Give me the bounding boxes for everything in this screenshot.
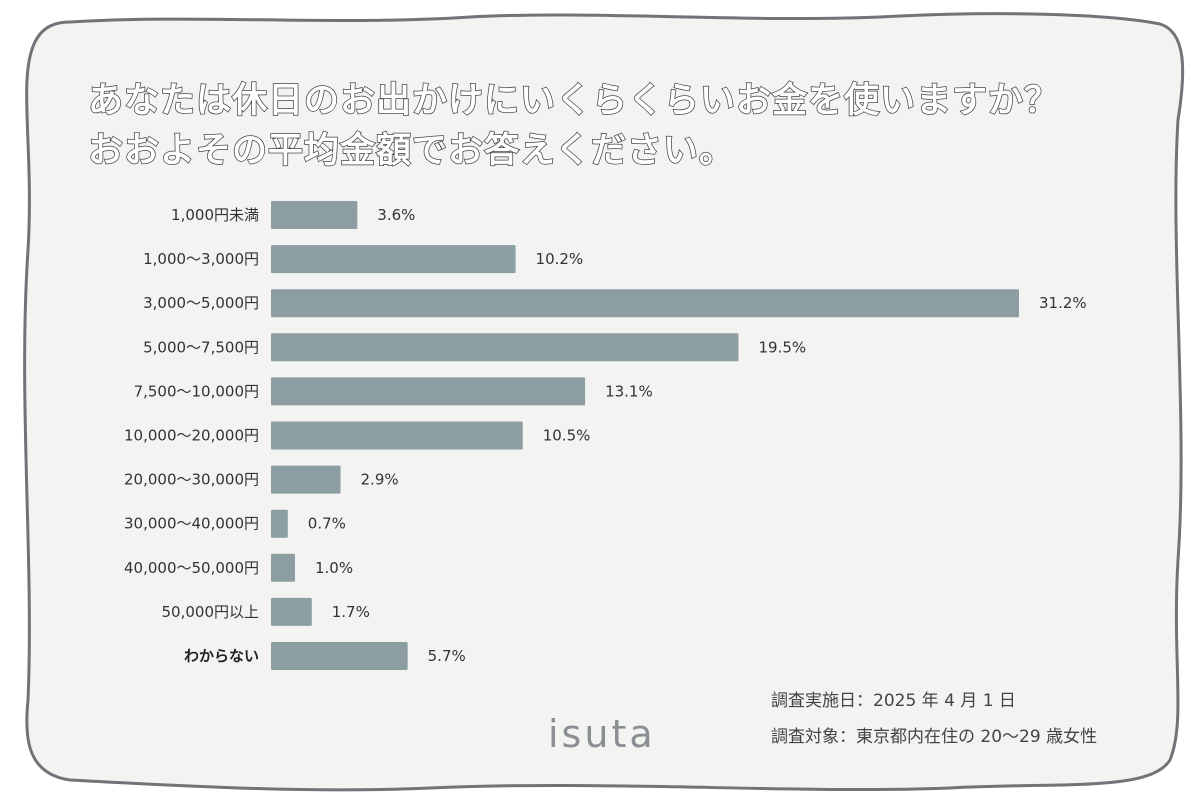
value-label: 31.2% <box>1039 294 1087 312</box>
category-label: 1,000〜3,000円 <box>143 250 259 268</box>
bar <box>271 597 312 626</box>
category-label: 30,000〜40,000円 <box>124 515 259 533</box>
value-label: 19.5% <box>759 338 807 356</box>
category-label: 50,000円以上 <box>162 603 260 621</box>
value-label: 10.5% <box>543 427 591 445</box>
category-label: 1,000円未満 <box>171 206 259 224</box>
category-label: 40,000〜50,000円 <box>124 559 259 577</box>
bar <box>271 333 739 362</box>
value-label: 2.9% <box>361 471 399 489</box>
category-label: わからない <box>184 647 259 665</box>
value-label: 1.7% <box>332 603 370 621</box>
category-label: 20,000〜30,000円 <box>124 471 259 489</box>
bar <box>271 642 408 670</box>
survey-date-footnote: 調査実施日：2025 年 4 月 1 日 <box>771 691 1016 711</box>
bar <box>271 553 295 582</box>
value-label: 5.7% <box>428 647 466 665</box>
bar <box>271 509 288 538</box>
value-label: 3.6% <box>377 206 415 224</box>
value-label: 13.1% <box>605 382 653 400</box>
value-label: 10.2% <box>536 250 584 268</box>
bar <box>271 245 516 274</box>
bar <box>271 201 358 229</box>
bar <box>271 465 341 494</box>
category-label: 7,500〜10,000円 <box>134 382 259 400</box>
category-label: 3,000〜5,000円 <box>143 294 259 312</box>
value-label: 0.7% <box>308 515 346 533</box>
value-label: 1.0% <box>315 559 353 577</box>
category-label: 10,000〜20,000円 <box>124 427 259 445</box>
title-line-2: おおよその平均金額でお答えください。 <box>87 130 735 172</box>
category-label: 5,000〜7,500円 <box>143 338 259 356</box>
title-line-1: あなたは休日のお出かけにいくらくらいお金を使いますか？ <box>87 80 1061 122</box>
bar <box>271 289 1019 318</box>
bar <box>271 421 523 450</box>
survey-target-footnote: 調査対象：東京都内在住の 20〜29 歳女性 <box>771 727 1098 747</box>
bar <box>271 377 586 406</box>
isuta-logo: isuta <box>548 712 656 756</box>
